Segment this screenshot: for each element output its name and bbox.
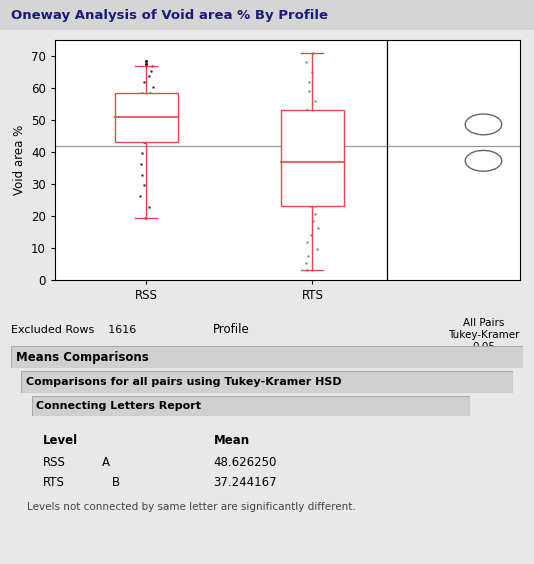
Text: Means Comparisons: Means Comparisons — [16, 350, 148, 364]
Bar — [115, 93, 178, 142]
Text: 48.626250: 48.626250 — [214, 456, 277, 469]
Bar — [281, 111, 344, 206]
Text: Profile: Profile — [213, 323, 250, 336]
Text: Oneway Analysis of Void area % By Profile: Oneway Analysis of Void area % By Profil… — [11, 8, 328, 21]
Text: Excluded Rows    1616: Excluded Rows 1616 — [11, 325, 136, 335]
Text: B: B — [112, 475, 120, 488]
Text: Connecting Letters Report: Connecting Letters Report — [36, 401, 201, 411]
Text: A: A — [101, 456, 109, 469]
Text: 37.244167: 37.244167 — [214, 475, 277, 488]
Text: RTS: RTS — [43, 475, 65, 488]
Text: Level: Level — [43, 434, 78, 447]
Text: RSS: RSS — [43, 456, 66, 469]
Text: All Pairs
Tukey-Kramer
0.05: All Pairs Tukey-Kramer 0.05 — [447, 319, 519, 351]
Text: Mean: Mean — [214, 434, 250, 447]
Text: Levels not connected by same letter are significantly different.: Levels not connected by same letter are … — [27, 502, 356, 512]
Y-axis label: Void area %: Void area % — [12, 125, 26, 195]
Text: Comparisons for all pairs using Tukey-Kramer HSD: Comparisons for all pairs using Tukey-Kr… — [26, 377, 342, 387]
